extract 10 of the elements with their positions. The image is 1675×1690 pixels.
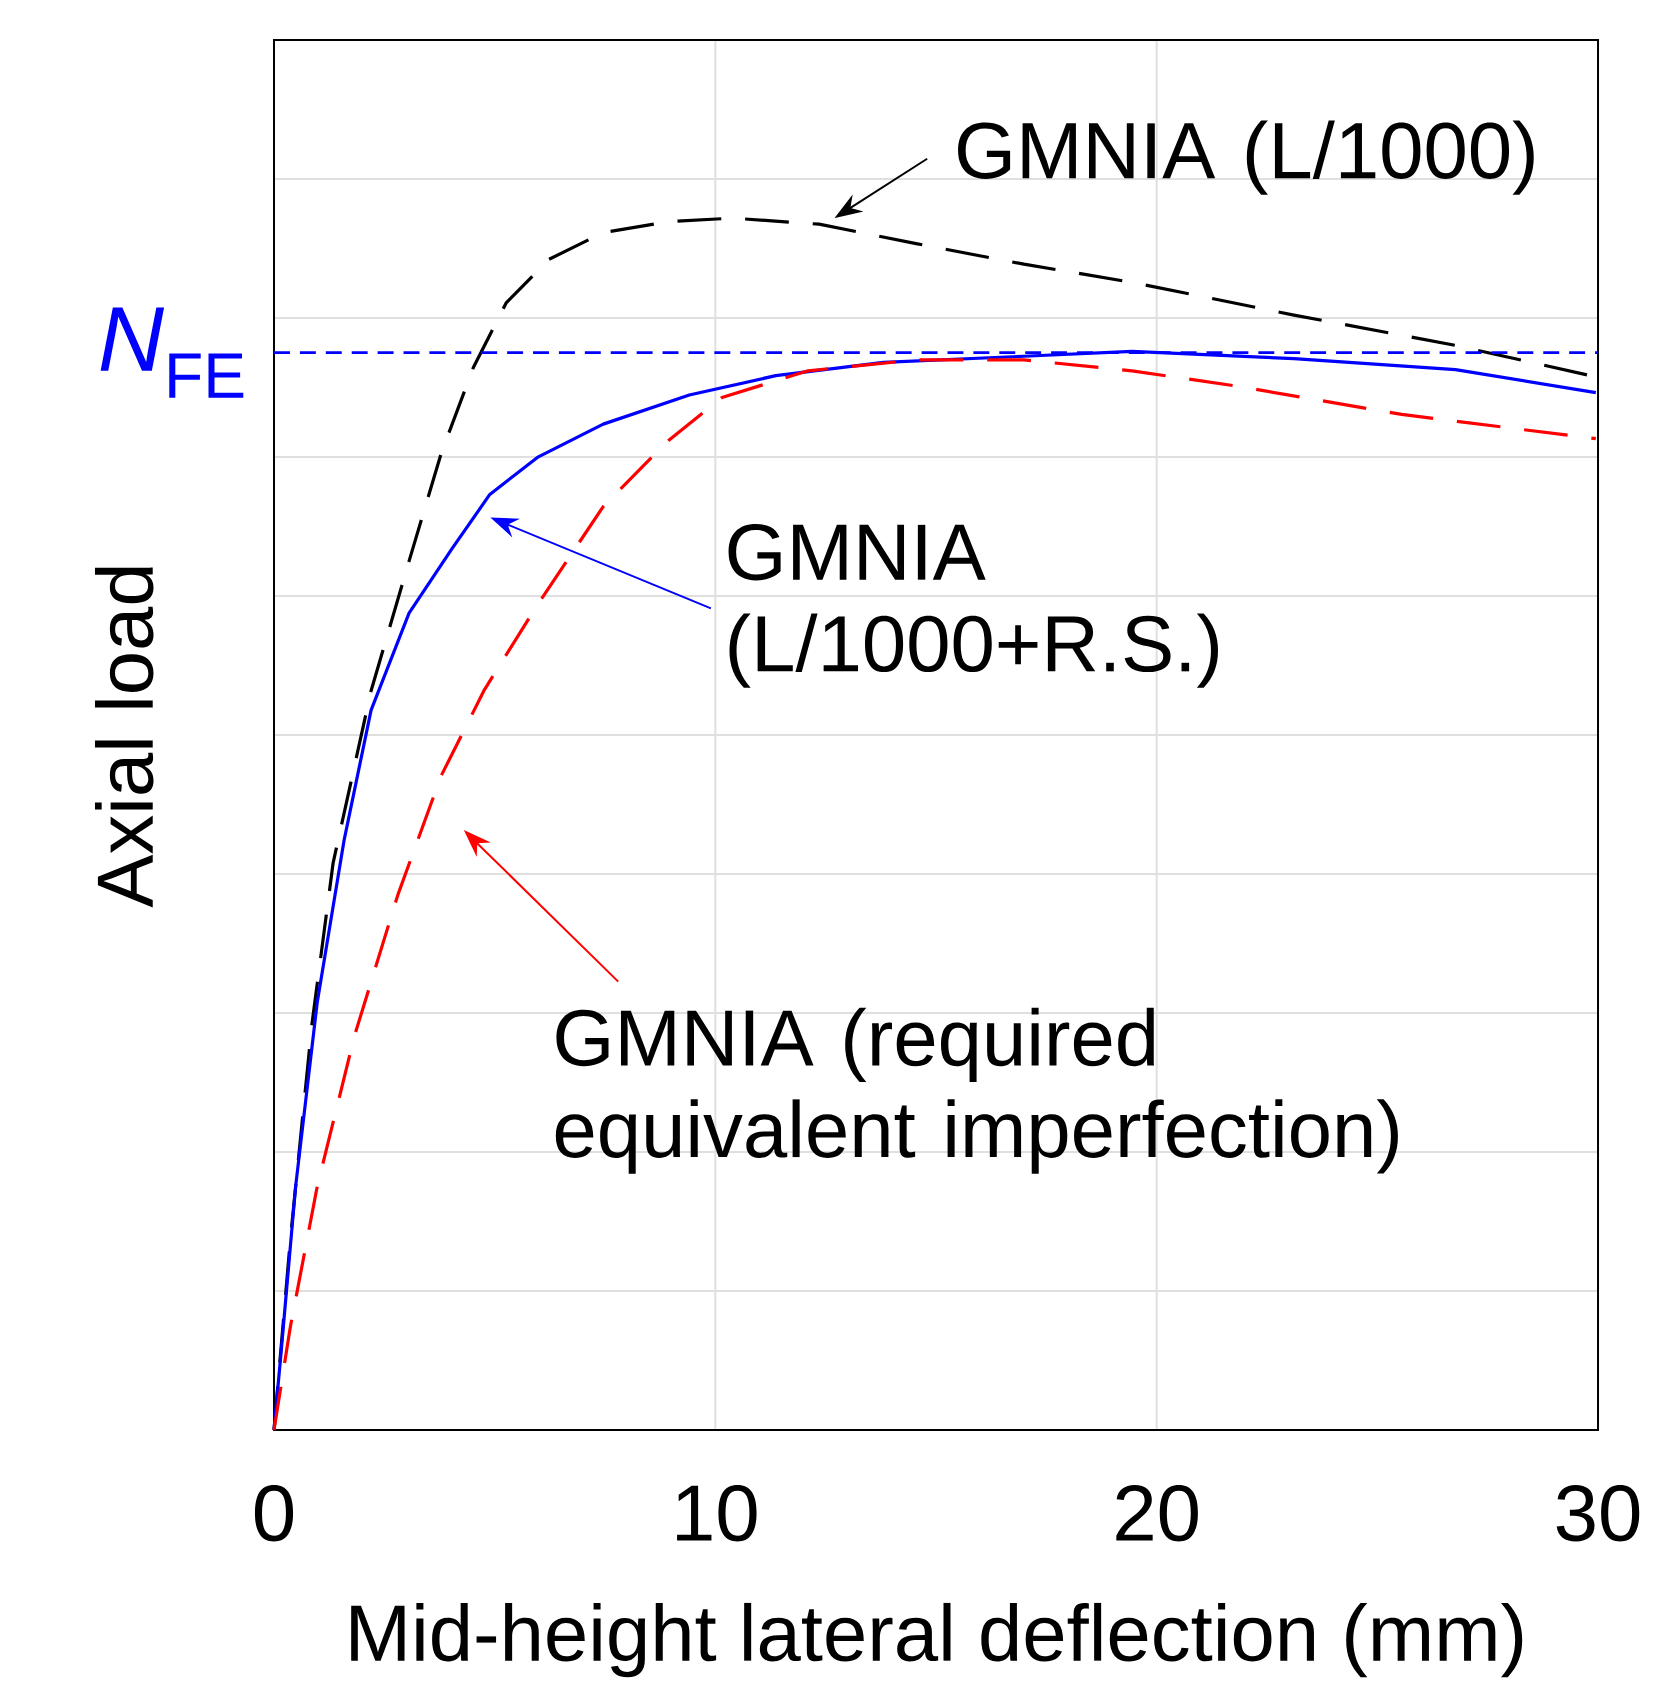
x-tick-label: 10 xyxy=(677,1484,757,1542)
text: GMNIA (L/1000) xyxy=(958,120,1534,195)
x-axis-title: Mid-height lateral deflection (mm) xyxy=(351,1602,1523,1678)
annotation: GMNIA (L/1000+R.S.) xyxy=(728,524,1218,688)
x-tick-label: 0 xyxy=(254,1484,294,1542)
ref-line-label: N$_{FE}$ xyxy=(100,307,244,398)
y-axis-title: Axial load xyxy=(94,567,154,908)
x-tick-label: 30 xyxy=(1556,1484,1640,1542)
annotation: GMNIA (required equivalent imperfection) xyxy=(555,1007,1398,1174)
x-tick-label: 20 xyxy=(1116,1484,1198,1542)
